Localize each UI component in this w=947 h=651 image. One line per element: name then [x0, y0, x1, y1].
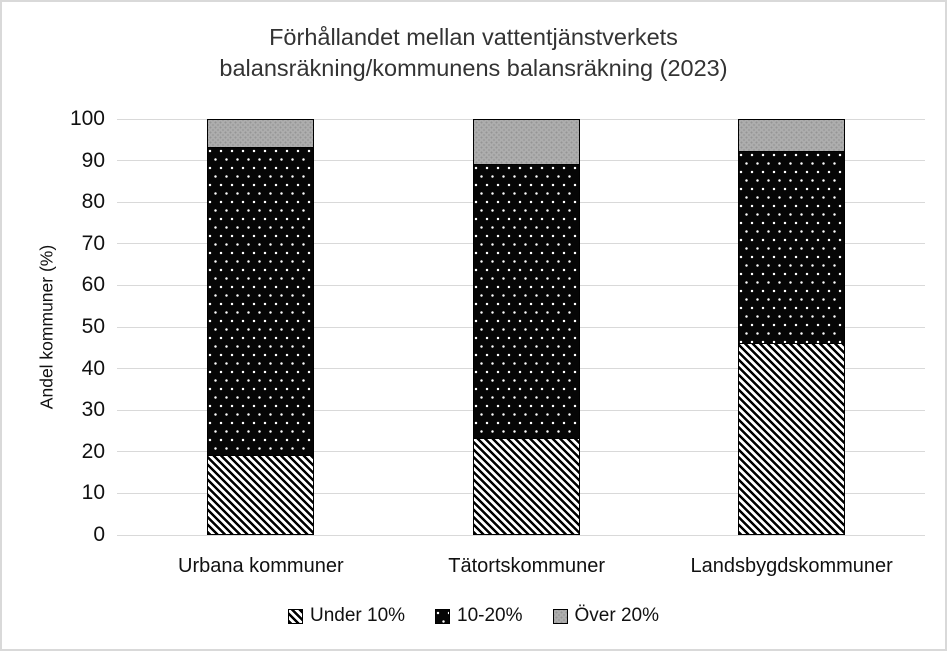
y-tick-label-100: 100 [69, 107, 105, 130]
y-tick-label-10: 10 [81, 481, 105, 505]
bar-segment-tätortskommuner-över-20 [473, 119, 581, 165]
legend-swatch-under-10-icon [287, 608, 303, 624]
bar-segment-landsbygdskommuner-över-20 [738, 119, 846, 153]
bar-urbana-kommuner [207, 119, 315, 535]
chart-title-line-2: balansräkning/kommunens balansräkning (2… [219, 55, 728, 81]
bar-segment-tätortskommuner-under-10 [473, 439, 581, 535]
legend-item-10-20: 10-20% [435, 605, 523, 627]
y-tick-label-30: 30 [81, 398, 105, 422]
chart-title: Förhållandet mellan vattentjänstverkets … [2, 22, 945, 84]
y-tick-label-0: 0 [93, 523, 105, 546]
legend-label-10-20: 10-20% [457, 605, 523, 626]
category-label-urbana-kommuner: Urbana kommuner [178, 555, 344, 577]
bar-tätortskommuner [473, 119, 581, 535]
bar-segment-urbana-kommuner-under-10 [207, 455, 315, 535]
legend-item-över-20: Över 20% [552, 605, 660, 627]
bar-segment-landsbygdskommuner-10-20 [738, 152, 846, 344]
category-label-tätortskommuner: Tätortskommuner [448, 555, 605, 577]
y-tick-label-60: 60 [81, 273, 105, 297]
y-tick-label-40: 40 [81, 356, 105, 380]
legend-swatch-över-20-icon [552, 608, 568, 624]
y-tick-label-70: 70 [81, 231, 105, 255]
bar-landsbygdskommuner [738, 119, 846, 535]
legend-label-över-20: Över 20% [574, 605, 660, 626]
gridline-0 [117, 534, 925, 536]
legend-item-under-10: Under 10% [287, 605, 406, 627]
legend: Under 10% 10-20% Över 20% [2, 600, 945, 632]
plot-area [117, 118, 925, 536]
y-tick-label-80: 80 [81, 190, 105, 214]
bar-segment-urbana-kommuner-10-20 [207, 148, 315, 456]
y-tick-label-50: 50 [81, 315, 105, 338]
y-tick-label-90: 90 [81, 148, 105, 172]
y-tick-label-20: 20 [81, 439, 105, 463]
chart-title-line-1: Förhållandet mellan vattentjänstverkets [269, 24, 678, 50]
legend-label-under-10: Under 10% [309, 605, 406, 626]
gridline-100 [117, 118, 925, 120]
bar-segment-tätortskommuner-10-20 [473, 164, 581, 440]
category-label-landsbygdskommuner: Landsbygdskommuner [690, 555, 893, 577]
legend-swatch-10-20-icon [435, 608, 451, 624]
bar-segment-landsbygdskommuner-under-10 [738, 343, 846, 535]
bar-segment-urbana-kommuner-över-20 [207, 119, 315, 149]
